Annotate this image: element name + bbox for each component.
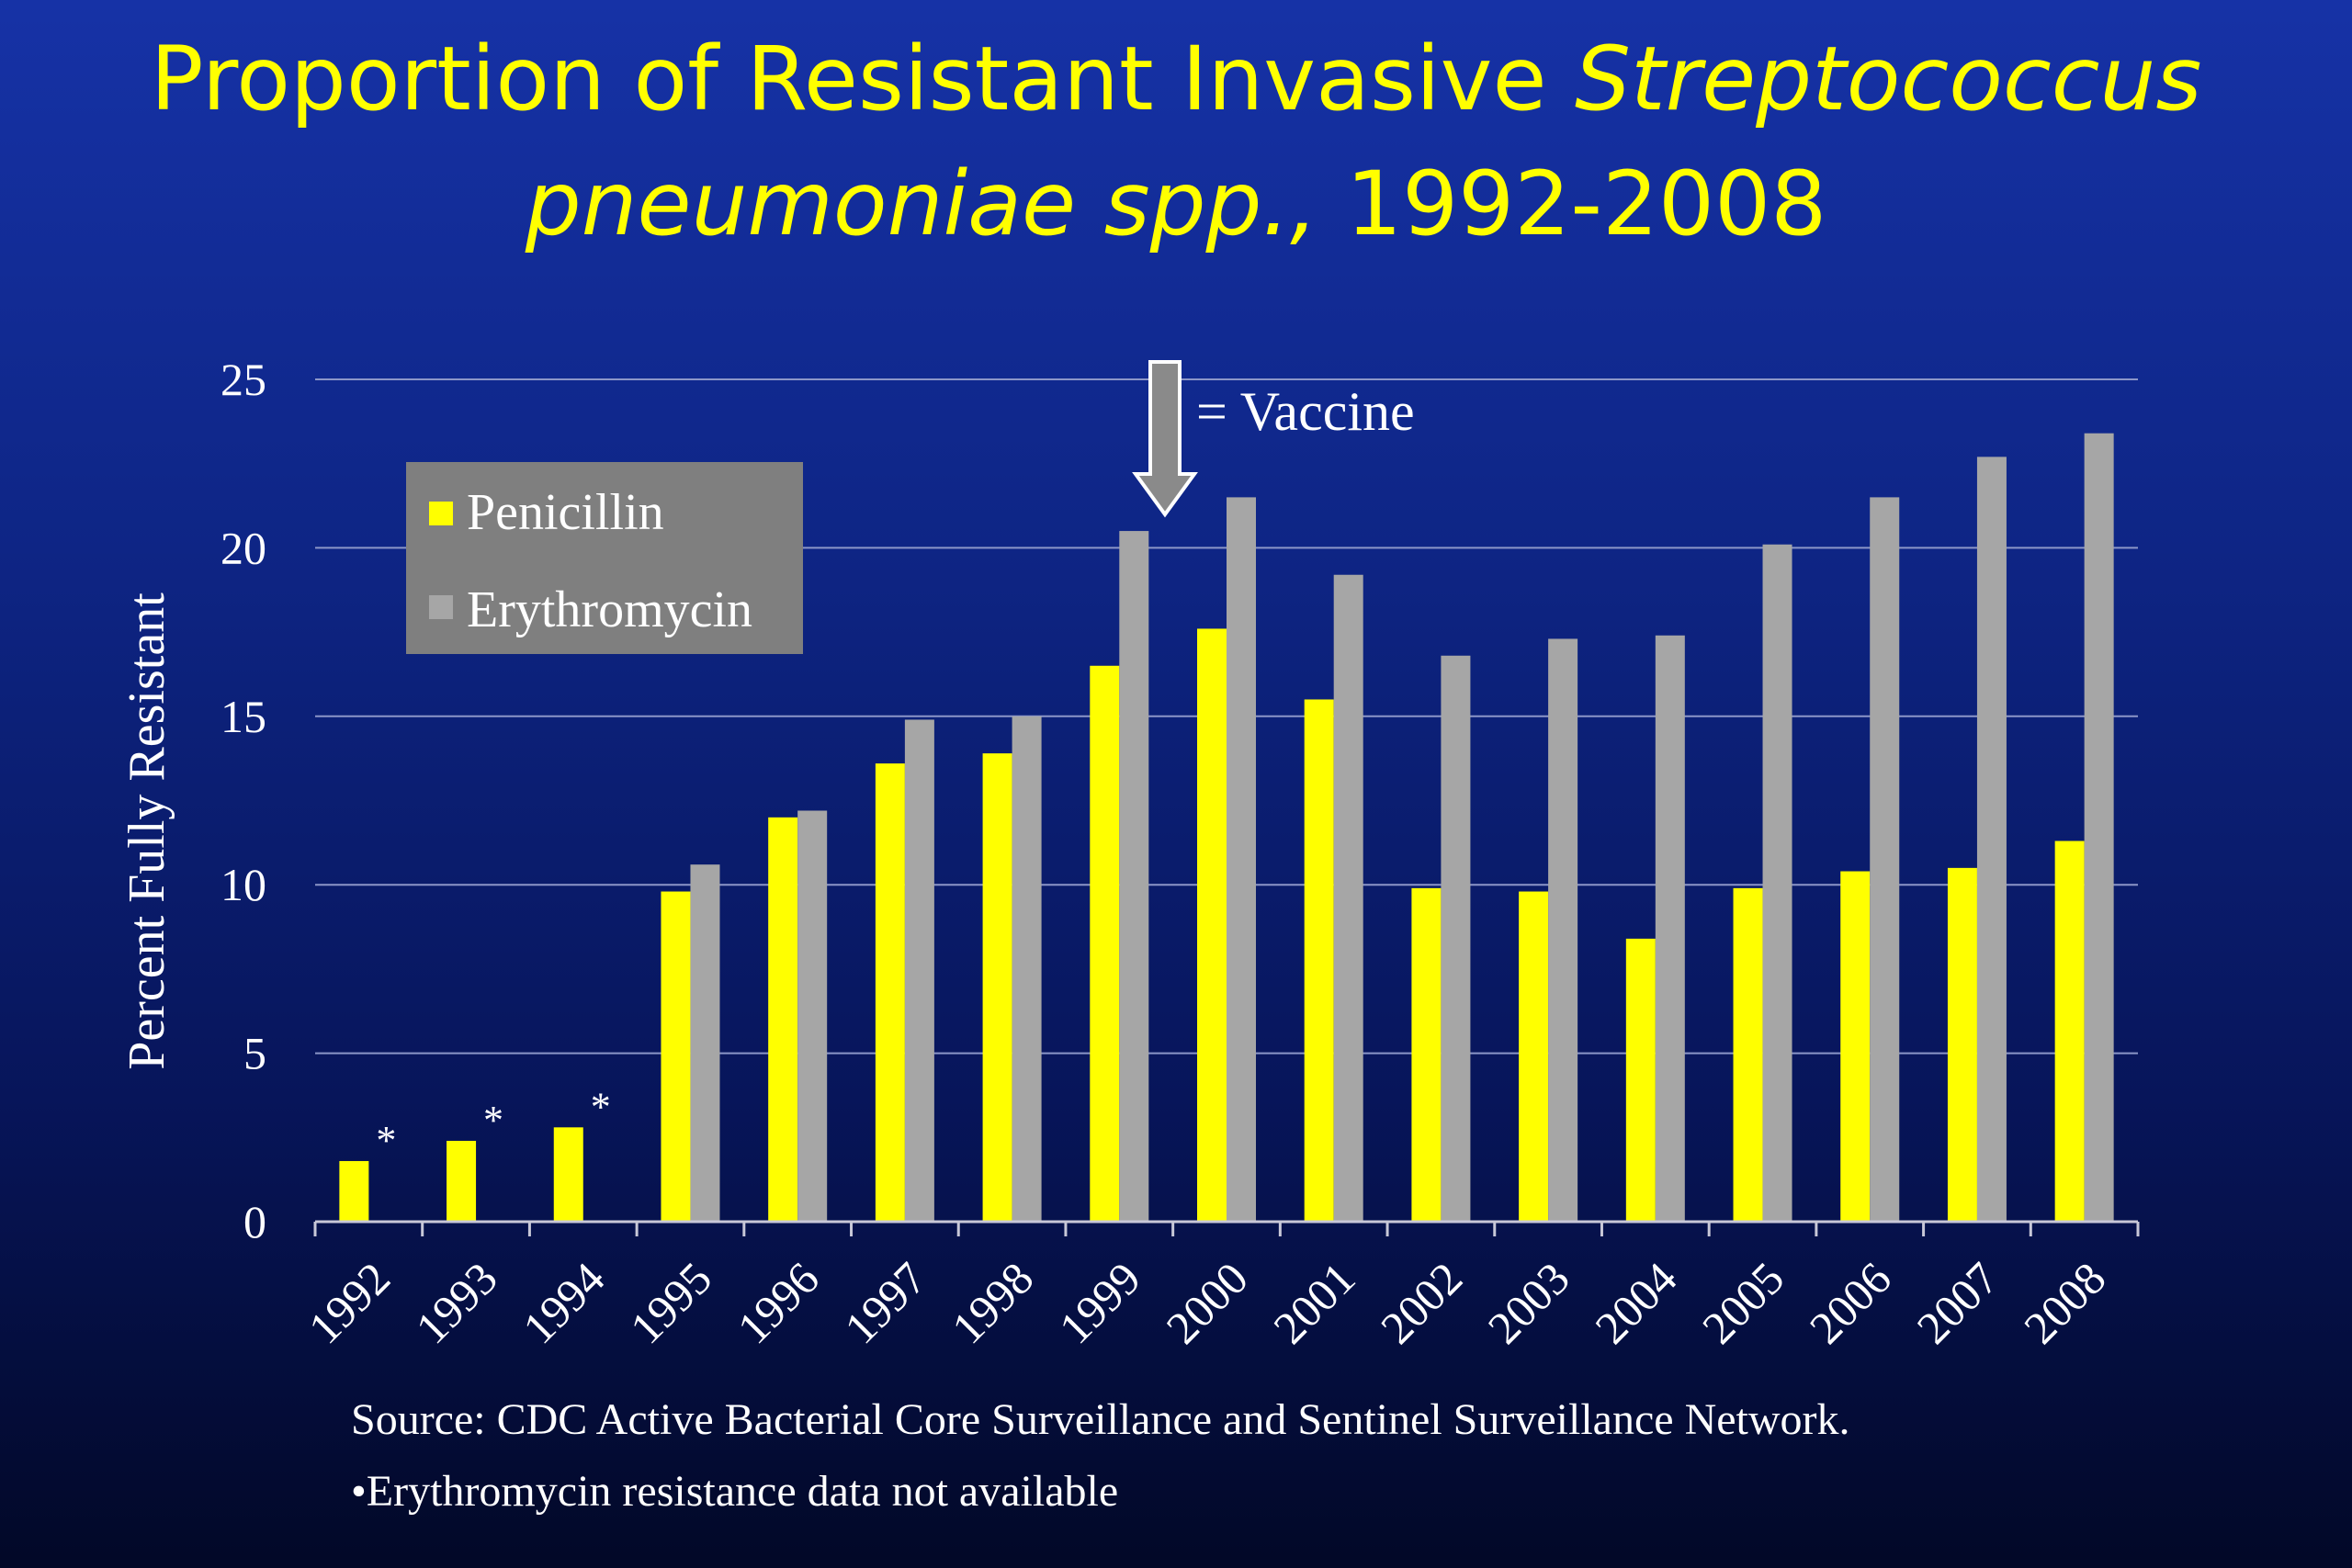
title-line-2-italic: pneumoniae spp., <box>525 152 1318 255</box>
bar-penicillin-2006 <box>1840 871 1871 1222</box>
legend-box <box>406 462 803 654</box>
x-tick-label: 2000 <box>1156 1252 1257 1353</box>
legend: Penicillin Erythromycin <box>406 462 803 654</box>
bar-erythromycin-1998 <box>1012 716 1042 1222</box>
x-tick-label: 1993 <box>406 1252 507 1353</box>
bar-erythromycin-1997 <box>904 719 934 1222</box>
bar-erythromycin-2007 <box>1976 457 2007 1222</box>
x-tick-label: 2002 <box>1371 1252 1472 1353</box>
bar-erythromycin-1995 <box>690 864 720 1222</box>
vaccine-arrow-icon <box>1132 360 1198 518</box>
bar-penicillin-2000 <box>1197 628 1227 1222</box>
legend-swatch-erythromycin <box>429 595 453 619</box>
x-tick-label: 2007 <box>1906 1252 2007 1353</box>
y-tick-label: 0 <box>243 1196 266 1247</box>
bar-penicillin-2005 <box>1733 887 1763 1222</box>
bar-penicillin-1994 <box>553 1127 583 1222</box>
title-line-1: Proportion of Resistant Invasive Strepto… <box>0 17 2352 141</box>
x-tick-label: 2006 <box>1800 1252 1901 1353</box>
y-tick-label: 5 <box>243 1028 266 1079</box>
bar-penicillin-1999 <box>1090 665 1120 1222</box>
chart-title: Proportion of Resistant Invasive Strepto… <box>0 17 2352 266</box>
y-tick-label: 25 <box>220 354 266 405</box>
title-line-1-italic: Streptococcus <box>1575 28 2202 130</box>
bar-penicillin-2001 <box>1304 699 1334 1222</box>
x-tick-label: 1998 <box>942 1252 1043 1353</box>
bar-penicillin-2003 <box>1519 891 1549 1222</box>
y-axis-title: Percent Fully Resistant <box>119 592 175 1070</box>
bar-penicillin-1997 <box>875 763 905 1222</box>
bar-penicillin-2002 <box>1411 887 1442 1222</box>
legend-label-erythromycin: Erythromycin <box>467 581 752 638</box>
bar-penicillin-1993 <box>447 1140 477 1222</box>
bar-erythromycin-2002 <box>1441 655 1471 1222</box>
bar-erythromycin-2004 <box>1655 635 1685 1222</box>
bar-penicillin-1995 <box>661 891 691 1222</box>
y-axis-ticks: 0 5 10 15 20 25 <box>220 354 266 1247</box>
bar-penicillin-2007 <box>1947 867 1977 1222</box>
title-line-1-regular: Proportion of Resistant Invasive <box>150 28 1576 130</box>
bar-penicillin-1996 <box>768 817 798 1222</box>
bar-erythromycin-2001 <box>1333 574 1363 1222</box>
bar-erythromycin-1999 <box>1119 531 1149 1222</box>
x-tick-label: 2005 <box>1692 1252 1793 1353</box>
bars: * * * <box>339 433 2114 1222</box>
bar-erythromycin-1996 <box>797 810 828 1222</box>
vaccine-label: = Vaccine <box>1196 381 1415 442</box>
y-tick-label: 15 <box>220 691 266 742</box>
missing-data-marker: * <box>591 1084 611 1129</box>
vaccine-annotation: = Vaccine <box>1132 360 1415 518</box>
x-tick-label: 1996 <box>728 1252 829 1353</box>
x-tick-label: 1994 <box>513 1252 614 1353</box>
x-tick-label: 1997 <box>834 1252 935 1353</box>
legend-label-penicillin: Penicillin <box>467 484 664 541</box>
x-tick-label: 2003 <box>1478 1252 1579 1353</box>
y-tick-label: 10 <box>220 859 266 910</box>
bar-erythromycin-2003 <box>1548 638 1578 1222</box>
bar-erythromycin-2008 <box>2084 433 2114 1222</box>
missing-data-marker: * <box>483 1098 503 1143</box>
x-tick-label: 2008 <box>2014 1252 2115 1353</box>
x-tick-label: 1999 <box>1049 1252 1150 1353</box>
x-tick-label: 1995 <box>620 1252 721 1353</box>
bar-erythromycin-2005 <box>1762 544 1792 1222</box>
bar-penicillin-1992 <box>339 1160 369 1222</box>
x-tick-label: 2004 <box>1585 1252 1686 1353</box>
bar-erythromycin-2006 <box>1870 497 1900 1222</box>
title-line-2: pneumoniae spp., 1992-2008 <box>0 141 2352 266</box>
x-axis: 1992 1993 1994 1995 1996 1997 1998 1999 2000 2001… <box>299 1220 2140 1353</box>
bar-penicillin-2008 <box>2054 840 2085 1222</box>
y-tick-label: 20 <box>220 522 266 573</box>
bar-penicillin-1998 <box>982 753 1012 1222</box>
x-tick-label: 1992 <box>299 1252 400 1353</box>
title-line-2-regular: 1992-2008 <box>1317 152 1827 255</box>
missing-data-marker: * <box>376 1118 396 1163</box>
legend-swatch-penicillin <box>429 502 453 525</box>
footnote: •Erythromycin resistance data not availa… <box>351 1467 1119 1516</box>
bar-penicillin-2004 <box>1625 938 1656 1222</box>
x-tick-label: 2001 <box>1263 1252 1364 1353</box>
bar-erythromycin-2000 <box>1227 497 1256 1222</box>
source-note: Source: CDC Active Bacterial Core Survei… <box>351 1395 1850 1444</box>
